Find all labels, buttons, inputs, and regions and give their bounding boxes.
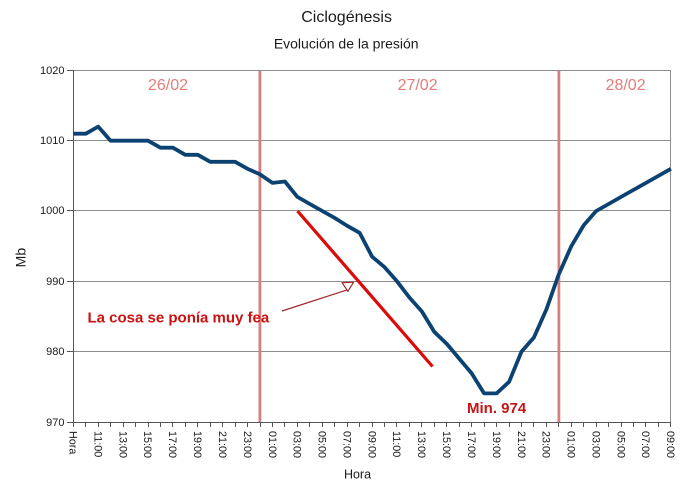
svg-text:1020: 1020 [40, 65, 64, 77]
svg-text:Evolución de la presión: Evolución de la presión [274, 36, 419, 52]
svg-text:Min. 974: Min. 974 [467, 400, 527, 417]
svg-text:La cosa se ponía muy fea: La cosa se ponía muy fea [88, 310, 270, 327]
svg-text:1010: 1010 [40, 135, 64, 147]
svg-text:990: 990 [46, 276, 64, 288]
svg-text:11:00: 11:00 [91, 431, 103, 457]
svg-text:970: 970 [46, 417, 64, 429]
svg-text:11:00: 11:00 [390, 431, 402, 457]
svg-text:Ciclogénesis: Ciclogénesis [301, 9, 392, 26]
svg-text:03:00: 03:00 [589, 431, 601, 458]
svg-text:23:00: 23:00 [540, 431, 552, 458]
svg-text:27/02: 27/02 [398, 77, 438, 94]
svg-text:28/02: 28/02 [606, 77, 646, 94]
svg-text:23:00: 23:00 [241, 431, 253, 458]
svg-text:15:00: 15:00 [440, 431, 452, 458]
svg-text:1000: 1000 [40, 205, 64, 217]
svg-text:21:00: 21:00 [216, 431, 228, 458]
svg-text:15:00: 15:00 [141, 431, 153, 458]
svg-text:980: 980 [46, 346, 64, 358]
svg-text:17:00: 17:00 [465, 431, 477, 458]
svg-text:01:00: 01:00 [565, 431, 577, 458]
svg-text:03:00: 03:00 [291, 431, 303, 458]
svg-text:07:00: 07:00 [340, 431, 352, 458]
svg-text:Hora: Hora [67, 431, 79, 454]
svg-text:13:00: 13:00 [116, 431, 128, 458]
svg-text:17:00: 17:00 [166, 431, 178, 458]
svg-text:13:00: 13:00 [415, 431, 427, 458]
svg-text:05:00: 05:00 [614, 431, 626, 458]
svg-text:21:00: 21:00 [515, 431, 527, 458]
svg-text:Mb: Mb [12, 248, 28, 268]
svg-text:09:00: 09:00 [664, 431, 676, 458]
svg-text:07:00: 07:00 [639, 431, 651, 458]
svg-text:09:00: 09:00 [365, 431, 377, 458]
svg-text:Hora: Hora [344, 468, 371, 482]
svg-text:01:00: 01:00 [266, 431, 278, 458]
svg-text:05:00: 05:00 [316, 431, 328, 458]
svg-text:19:00: 19:00 [490, 431, 502, 458]
svg-text:26/02: 26/02 [148, 77, 188, 94]
svg-text:19:00: 19:00 [191, 431, 203, 458]
